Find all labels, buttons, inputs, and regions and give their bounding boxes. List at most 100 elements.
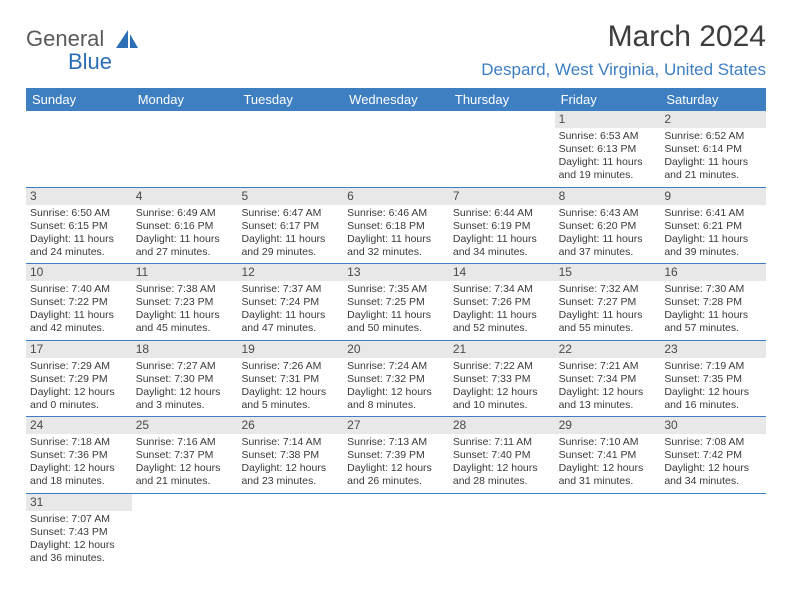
sunset-text: Sunset: 7:27 PM	[559, 296, 657, 309]
day-body: Sunrise: 6:53 AMSunset: 6:13 PMDaylight:…	[555, 128, 661, 187]
day-number: 26	[237, 417, 343, 434]
week-row: 1Sunrise: 6:53 AMSunset: 6:13 PMDaylight…	[26, 111, 766, 188]
day-cell: 22Sunrise: 7:21 AMSunset: 7:34 PMDayligh…	[555, 341, 661, 417]
day-number: 25	[132, 417, 238, 434]
logo-text-block: General Blue	[26, 28, 112, 74]
sunset-text: Sunset: 6:15 PM	[30, 220, 128, 233]
day-body: Sunrise: 7:21 AMSunset: 7:34 PMDaylight:…	[555, 358, 661, 417]
day-body: Sunrise: 7:37 AMSunset: 7:24 PMDaylight:…	[237, 281, 343, 340]
day-body: Sunrise: 6:41 AMSunset: 6:21 PMDaylight:…	[660, 205, 766, 264]
week-row: 24Sunrise: 7:18 AMSunset: 7:36 PMDayligh…	[26, 417, 766, 494]
sunset-text: Sunset: 7:34 PM	[559, 373, 657, 386]
location: Despard, West Virginia, United States	[481, 60, 766, 80]
sunrise-text: Sunrise: 6:44 AM	[453, 207, 551, 220]
day-body: Sunrise: 7:27 AMSunset: 7:30 PMDaylight:…	[132, 358, 238, 417]
day-number: 29	[555, 417, 661, 434]
sunrise-text: Sunrise: 7:11 AM	[453, 436, 551, 449]
daylight-text: Daylight: 11 hours and 37 minutes.	[559, 233, 657, 259]
daylight-text: Daylight: 12 hours and 21 minutes.	[136, 462, 234, 488]
sunrise-text: Sunrise: 6:49 AM	[136, 207, 234, 220]
week-row: 31Sunrise: 7:07 AMSunset: 7:43 PMDayligh…	[26, 494, 766, 570]
daylight-text: Daylight: 12 hours and 31 minutes.	[559, 462, 657, 488]
day-header: Friday	[555, 88, 661, 111]
sunset-text: Sunset: 6:17 PM	[241, 220, 339, 233]
sunset-text: Sunset: 6:21 PM	[664, 220, 762, 233]
day-body: Sunrise: 6:46 AMSunset: 6:18 PMDaylight:…	[343, 205, 449, 264]
day-header: Saturday	[660, 88, 766, 111]
day-number: 17	[26, 341, 132, 358]
sunset-text: Sunset: 7:39 PM	[347, 449, 445, 462]
sunset-text: Sunset: 7:30 PM	[136, 373, 234, 386]
day-cell	[449, 111, 555, 187]
daylight-text: Daylight: 12 hours and 36 minutes.	[30, 539, 128, 565]
sunset-text: Sunset: 6:13 PM	[559, 143, 657, 156]
sunrise-text: Sunrise: 7:24 AM	[347, 360, 445, 373]
day-body: Sunrise: 7:13 AMSunset: 7:39 PMDaylight:…	[343, 434, 449, 493]
sunrise-text: Sunrise: 7:38 AM	[136, 283, 234, 296]
daylight-text: Daylight: 11 hours and 19 minutes.	[559, 156, 657, 182]
daylight-text: Daylight: 11 hours and 21 minutes.	[664, 156, 762, 182]
day-cell: 30Sunrise: 7:08 AMSunset: 7:42 PMDayligh…	[660, 417, 766, 493]
day-number: 15	[555, 264, 661, 281]
logo-gray-text: General	[26, 26, 104, 51]
daylight-text: Daylight: 12 hours and 0 minutes.	[30, 386, 128, 412]
week-row: 10Sunrise: 7:40 AMSunset: 7:22 PMDayligh…	[26, 264, 766, 341]
day-number: 16	[660, 264, 766, 281]
sunrise-text: Sunrise: 7:40 AM	[30, 283, 128, 296]
day-number: 20	[343, 341, 449, 358]
daylight-text: Daylight: 11 hours and 57 minutes.	[664, 309, 762, 335]
day-body: Sunrise: 7:07 AMSunset: 7:43 PMDaylight:…	[26, 511, 132, 570]
sunset-text: Sunset: 7:25 PM	[347, 296, 445, 309]
day-body: Sunrise: 7:14 AMSunset: 7:38 PMDaylight:…	[237, 434, 343, 493]
daylight-text: Daylight: 11 hours and 39 minutes.	[664, 233, 762, 259]
day-number: 9	[660, 188, 766, 205]
day-cell: 24Sunrise: 7:18 AMSunset: 7:36 PMDayligh…	[26, 417, 132, 493]
day-header: Thursday	[449, 88, 555, 111]
day-cell: 10Sunrise: 7:40 AMSunset: 7:22 PMDayligh…	[26, 264, 132, 340]
month-title: March 2024	[481, 20, 766, 54]
logo: General Blue	[26, 28, 140, 74]
sunset-text: Sunset: 7:37 PM	[136, 449, 234, 462]
daylight-text: Daylight: 12 hours and 28 minutes.	[453, 462, 551, 488]
day-number: 30	[660, 417, 766, 434]
day-header: Wednesday	[343, 88, 449, 111]
day-header: Monday	[132, 88, 238, 111]
day-number: 11	[132, 264, 238, 281]
day-cell: 27Sunrise: 7:13 AMSunset: 7:39 PMDayligh…	[343, 417, 449, 493]
day-cell: 17Sunrise: 7:29 AMSunset: 7:29 PMDayligh…	[26, 341, 132, 417]
day-number: 31	[26, 494, 132, 511]
sunrise-text: Sunrise: 7:26 AM	[241, 360, 339, 373]
sunrise-text: Sunrise: 7:35 AM	[347, 283, 445, 296]
sunset-text: Sunset: 7:32 PM	[347, 373, 445, 386]
day-cell: 2Sunrise: 6:52 AMSunset: 6:14 PMDaylight…	[660, 111, 766, 187]
daylight-text: Daylight: 11 hours and 24 minutes.	[30, 233, 128, 259]
sail-icon	[114, 28, 140, 59]
sunrise-text: Sunrise: 6:41 AM	[664, 207, 762, 220]
sunset-text: Sunset: 7:43 PM	[30, 526, 128, 539]
sunset-text: Sunset: 7:36 PM	[30, 449, 128, 462]
day-cell: 15Sunrise: 7:32 AMSunset: 7:27 PMDayligh…	[555, 264, 661, 340]
day-body: Sunrise: 6:49 AMSunset: 6:16 PMDaylight:…	[132, 205, 238, 264]
daylight-text: Daylight: 12 hours and 18 minutes.	[30, 462, 128, 488]
daylight-text: Daylight: 11 hours and 50 minutes.	[347, 309, 445, 335]
calendar: SundayMondayTuesdayWednesdayThursdayFrid…	[26, 88, 766, 569]
day-body: Sunrise: 7:16 AMSunset: 7:37 PMDaylight:…	[132, 434, 238, 493]
day-number: 22	[555, 341, 661, 358]
day-cell: 20Sunrise: 7:24 AMSunset: 7:32 PMDayligh…	[343, 341, 449, 417]
day-cell	[237, 111, 343, 187]
day-body: Sunrise: 6:43 AMSunset: 6:20 PMDaylight:…	[555, 205, 661, 264]
day-cell: 7Sunrise: 6:44 AMSunset: 6:19 PMDaylight…	[449, 188, 555, 264]
sunset-text: Sunset: 6:16 PM	[136, 220, 234, 233]
day-body: Sunrise: 7:24 AMSunset: 7:32 PMDaylight:…	[343, 358, 449, 417]
sunset-text: Sunset: 7:23 PM	[136, 296, 234, 309]
day-number: 8	[555, 188, 661, 205]
day-body: Sunrise: 7:32 AMSunset: 7:27 PMDaylight:…	[555, 281, 661, 340]
sunrise-text: Sunrise: 7:29 AM	[30, 360, 128, 373]
sunrise-text: Sunrise: 7:22 AM	[453, 360, 551, 373]
daylight-text: Daylight: 11 hours and 34 minutes.	[453, 233, 551, 259]
day-header: Tuesday	[237, 88, 343, 111]
day-cell: 12Sunrise: 7:37 AMSunset: 7:24 PMDayligh…	[237, 264, 343, 340]
day-number: 2	[660, 111, 766, 128]
day-number: 6	[343, 188, 449, 205]
sunrise-text: Sunrise: 6:47 AM	[241, 207, 339, 220]
